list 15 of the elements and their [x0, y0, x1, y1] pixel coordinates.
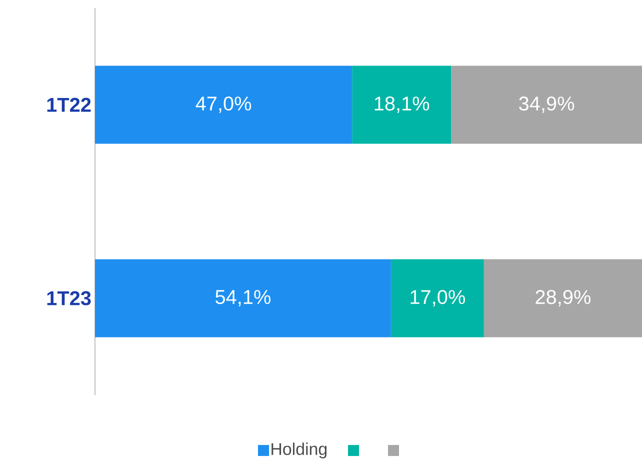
bar: [451, 66, 642, 144]
bar: [95, 259, 391, 338]
data-label: 34,9%: [519, 96, 574, 113]
data-label: 18,1%: [374, 96, 430, 113]
data-label: 17,0%: [410, 290, 465, 306]
y-tick-label: 1T23: [47, 291, 91, 306]
bar: [352, 66, 452, 144]
data-label: 54,1%: [216, 290, 270, 306]
bar: [484, 259, 642, 338]
bar: [95, 66, 352, 144]
data-label: 47,0%: [196, 96, 252, 113]
y-tick-label: 1T22: [47, 98, 91, 112]
legend-label: Holding: [272, 442, 327, 458]
data-label: 28,9%: [536, 290, 590, 306]
bar: [390, 259, 484, 338]
